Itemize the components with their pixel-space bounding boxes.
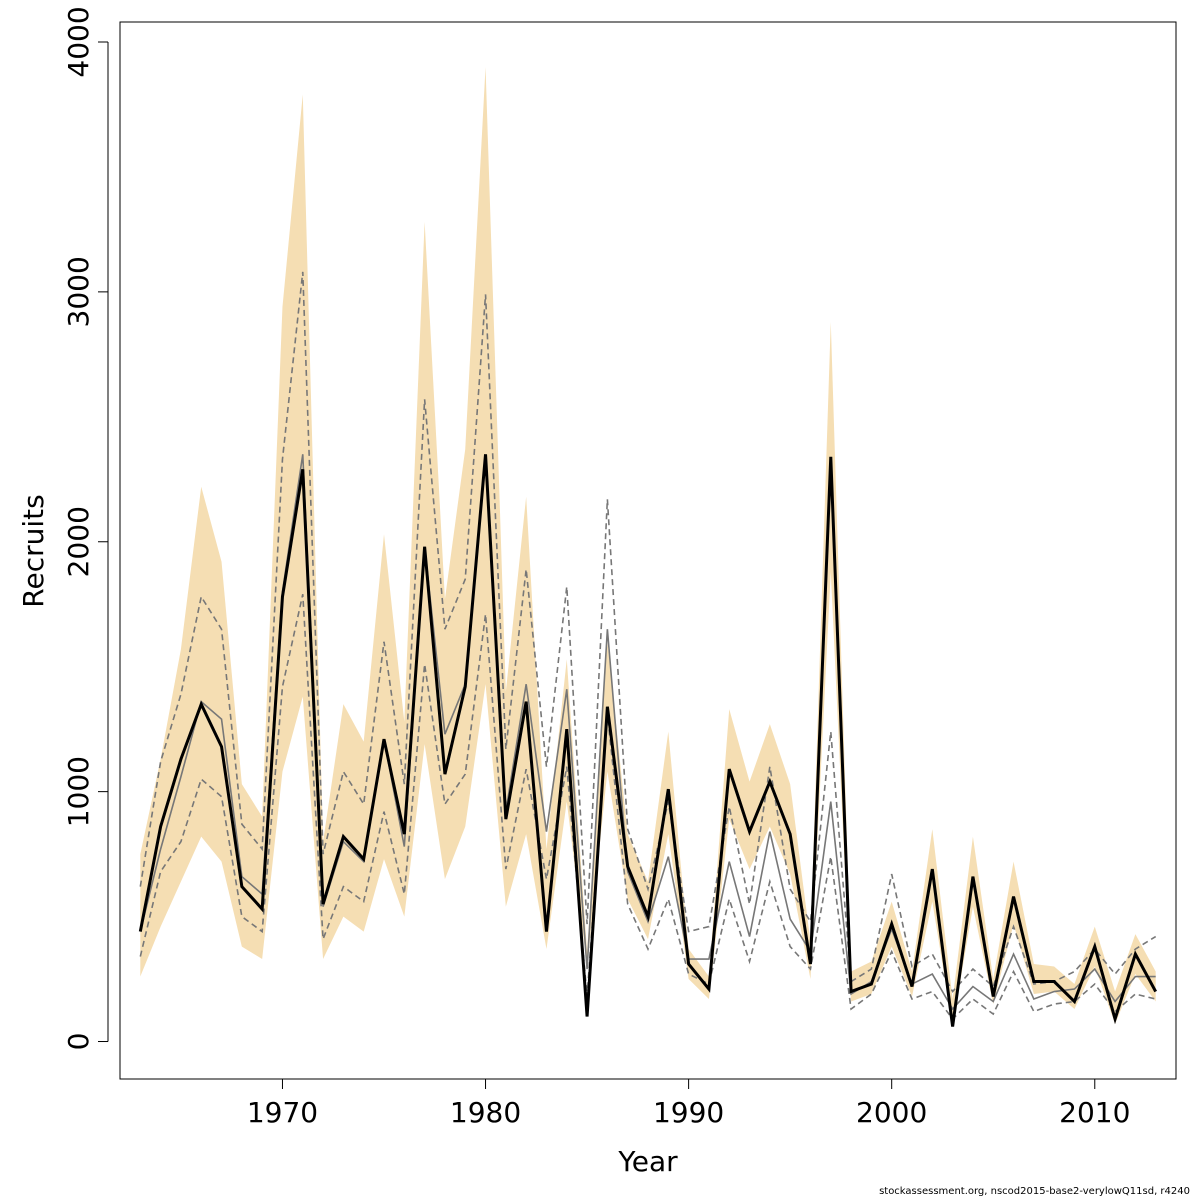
x-tick-label: 1990: [653, 1096, 724, 1129]
y-tick-label: 2000: [62, 506, 95, 577]
x-tick-label: 1970: [247, 1096, 318, 1129]
y-axis-label: Recruits: [17, 494, 50, 607]
alternative-upper-dashed-line: [139, 271, 1157, 993]
x-tick-label: 2010: [1059, 1096, 1130, 1129]
x-tick-label: 1980: [450, 1096, 521, 1129]
axes-layer: 1970 1980 1990 2000 2010 0 1000 2000 3000 4000: [62, 6, 1130, 1129]
footer-credit: stockassessment.org, nscod2015-base2-ver…: [879, 1186, 1190, 1197]
y-tick-label: 1000: [62, 756, 95, 827]
estimate-line: [138, 454, 1158, 1027]
series-line-layer: [138, 271, 1158, 1027]
y-tick-label: 0: [62, 1033, 95, 1051]
y-tick-label: 4000: [62, 6, 95, 77]
confidence-band-layer: [140, 66, 1156, 1027]
alternative-lower-dashed-line: [139, 594, 1156, 1021]
y-tick-label: 3000: [62, 256, 95, 327]
x-axis-label: Year: [617, 1145, 678, 1178]
x-tick-label: 2000: [856, 1096, 927, 1129]
confidence-band: [140, 66, 1156, 1027]
